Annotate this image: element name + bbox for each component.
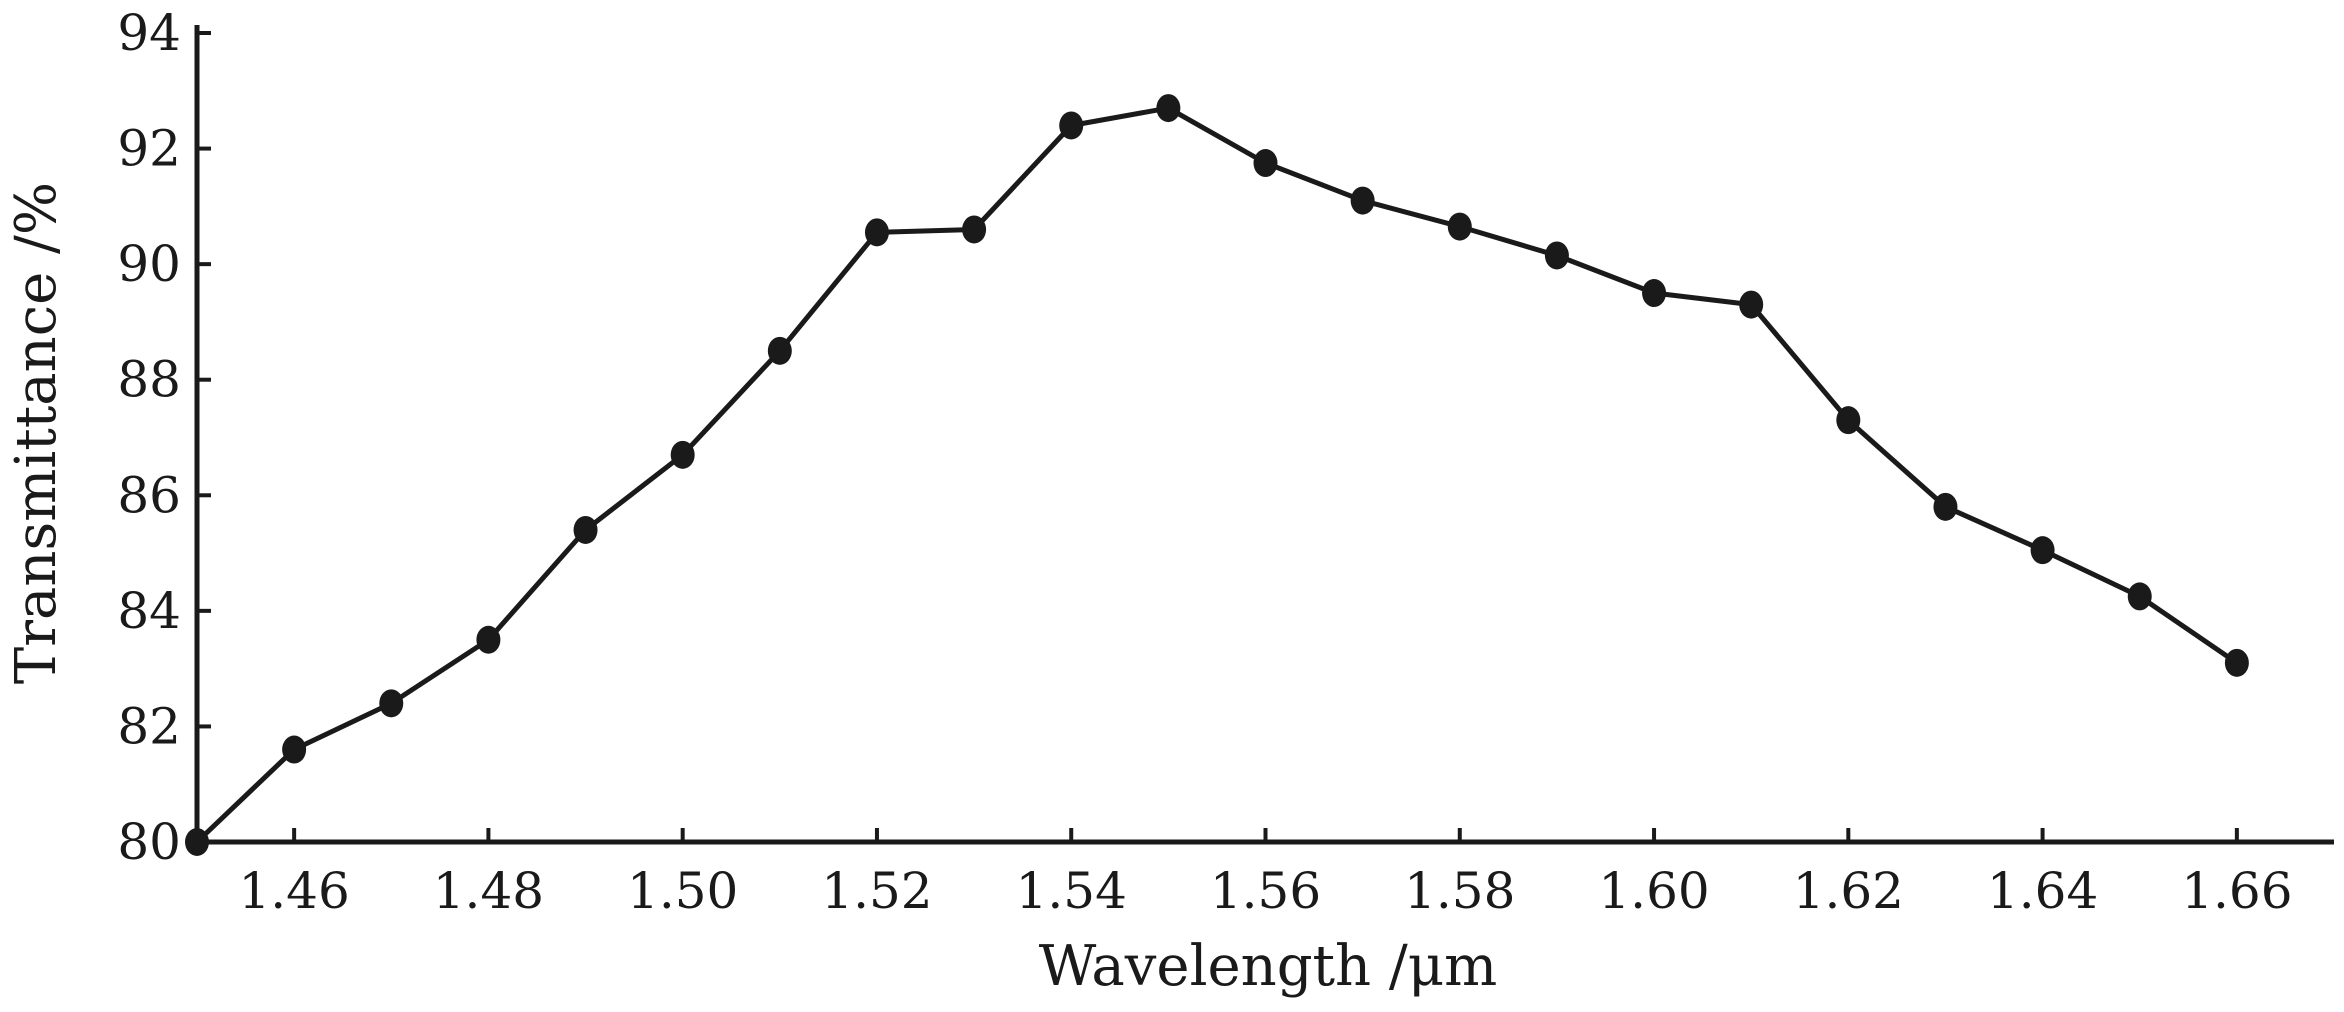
- x-tick-label: 1.46: [238, 862, 349, 920]
- data-point: [1156, 94, 1181, 123]
- x-axis-title: Wavelength /μm: [1039, 934, 1498, 999]
- data-point: [185, 828, 209, 856]
- series-line: [195, 105, 2239, 844]
- data-point: [1447, 212, 1472, 241]
- data-point: [1253, 149, 1278, 178]
- x-tick-label: 1.52: [821, 862, 932, 920]
- data-point: [767, 336, 792, 365]
- x-tick-label: 1.64: [1987, 862, 2098, 920]
- data-point: [1059, 111, 1084, 140]
- axes-layer: 80 82 84 86 88 90 92 94 1.46 1.48 1.50 1.52 1.54 1.56…: [117, 4, 2334, 920]
- x-tick-label: 1.66: [2181, 862, 2292, 920]
- data-point: [282, 735, 307, 764]
- data-point: [1739, 290, 1764, 319]
- data-layer: [185, 94, 2249, 856]
- x-tick-label: 1.58: [1404, 862, 1515, 920]
- data-point: [2030, 536, 2055, 565]
- data-point: [962, 215, 987, 244]
- y-tick-label: 82: [117, 697, 181, 755]
- x-tick-label: 1.56: [1210, 862, 1321, 920]
- x-tick-label: 1.50: [627, 862, 738, 920]
- data-point: [2224, 648, 2249, 677]
- data-point: [1933, 492, 1958, 521]
- y-tick-label: 84: [117, 582, 181, 640]
- x-tick-label: 1.62: [1793, 862, 1904, 920]
- y-tick-label: 80: [117, 813, 181, 871]
- x-tick-label: 1.60: [1598, 862, 1709, 920]
- data-point: [670, 440, 695, 469]
- x-tick-label: 1.54: [1016, 862, 1127, 920]
- data-point: [1642, 279, 1667, 308]
- x-tick-label: 1.48: [433, 862, 544, 920]
- data-point: [1350, 186, 1375, 215]
- data-point: [476, 625, 501, 654]
- y-tick-label: 88: [117, 351, 181, 409]
- y-axis-title: Transmittance /%: [4, 182, 69, 684]
- data-point: [2127, 582, 2152, 611]
- data-point: [573, 515, 598, 544]
- data-point: [1836, 406, 1861, 435]
- data-point: [379, 689, 404, 718]
- y-tick-label: 90: [117, 235, 181, 293]
- y-tick-label: 94: [117, 4, 181, 62]
- y-tick-label: 92: [117, 120, 181, 178]
- data-point: [864, 218, 889, 247]
- y-tick-label: 86: [117, 466, 181, 524]
- data-point: [1544, 241, 1569, 270]
